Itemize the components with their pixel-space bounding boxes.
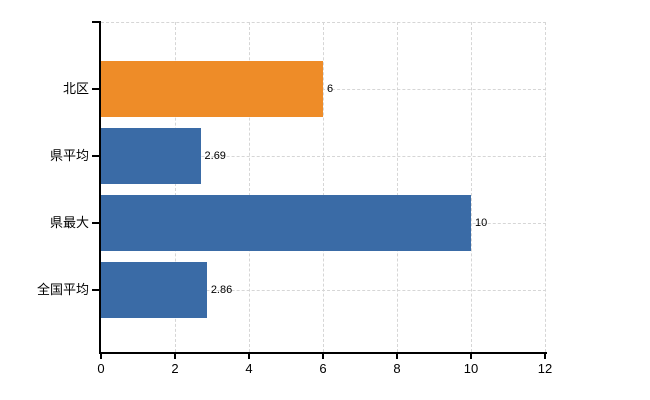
bar-全国平均 [101, 262, 207, 319]
x-tick-label: 0 [97, 361, 105, 376]
y-tick [92, 222, 100, 225]
x-tick [396, 354, 398, 359]
category-label: 北区 [62, 80, 89, 96]
x-tick [100, 354, 102, 359]
y-tick [92, 87, 100, 90]
value-label: 6 [327, 82, 334, 95]
value-label: 2.86 [210, 284, 233, 297]
x-tick-label: 10 [463, 361, 479, 376]
x-gridline [471, 22, 472, 352]
y-axis-top-tick [92, 21, 100, 23]
y-gridline [101, 290, 546, 292]
x-axis [99, 352, 547, 354]
x-gridline [249, 22, 250, 352]
x-tick-label: 6 [319, 361, 327, 376]
x-tick-label: 2 [171, 361, 179, 376]
x-gridline [545, 22, 546, 352]
x-tick-label: 4 [245, 361, 253, 376]
x-tick-label: 12 [537, 361, 553, 376]
x-tick [470, 354, 472, 359]
y-gridline [101, 88, 546, 90]
category-label: 全国平均 [36, 282, 89, 298]
value-label: 10 [475, 217, 488, 230]
value-label: 2.69 [204, 149, 226, 162]
y-gridline [101, 155, 546, 157]
x-tick [544, 354, 546, 359]
x-tick [248, 354, 250, 359]
x-gridline [323, 22, 324, 352]
y-tick [92, 154, 100, 157]
bar-県平均 [101, 127, 201, 184]
y-axis [99, 21, 101, 354]
bar-県最大 [101, 195, 471, 252]
y-tick [92, 289, 100, 292]
x-tick [174, 354, 176, 359]
category-label: 県最大 [49, 215, 89, 231]
x-tick [322, 354, 324, 359]
category-label: 県平均 [49, 147, 89, 163]
x-gridline [175, 22, 176, 352]
bar-北区 [101, 60, 323, 117]
x-gridline [397, 22, 398, 352]
x-tick-label: 8 [393, 361, 401, 376]
